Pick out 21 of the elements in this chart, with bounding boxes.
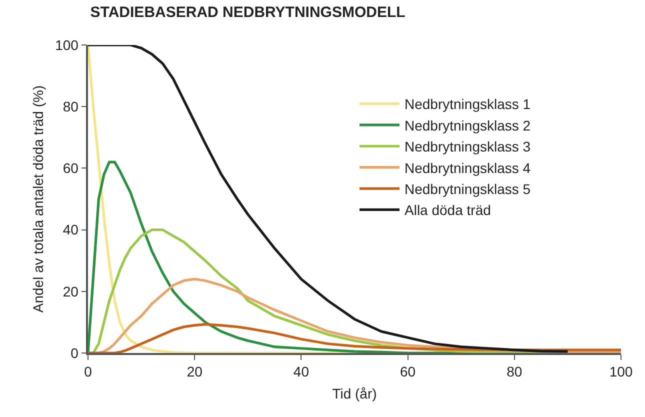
x-tick-label: 80	[506, 364, 522, 380]
legend-label: Nedbrytningsklass 1	[404, 96, 531, 112]
x-tick-label: 0	[84, 364, 92, 380]
x-tick-label: 60	[400, 364, 416, 380]
legend-label: Nedbrytningsklass 5	[404, 180, 531, 197]
x-tick-label: 100	[609, 364, 633, 380]
x-tick-label: 40	[293, 364, 310, 380]
legend-label: Nedbrytningsklass 3	[404, 138, 531, 155]
y-tick-label: 80	[62, 98, 79, 114]
legend-label: Alla döda träd	[404, 202, 491, 218]
y-tick-label: 40	[62, 222, 79, 238]
y-tick-label: 60	[62, 160, 79, 176]
x-axis-title: Tid (år)	[332, 385, 377, 402]
x-tick-label: 20	[186, 364, 203, 380]
y-tick-label: 100	[55, 36, 79, 53]
legend-label: Nedbrytningsklass 4	[404, 160, 531, 176]
y-tick-label: 0	[70, 344, 79, 361]
y-tick-label: 20	[62, 283, 79, 300]
chart-title: STADIEBASERAD NEDBRYTNINGSMODELL	[90, 4, 406, 21]
y-axis-title: Andel av totala antalet döda träd (%)	[30, 85, 46, 313]
legend-label: Nedbrytningsklass 2	[404, 117, 531, 134]
